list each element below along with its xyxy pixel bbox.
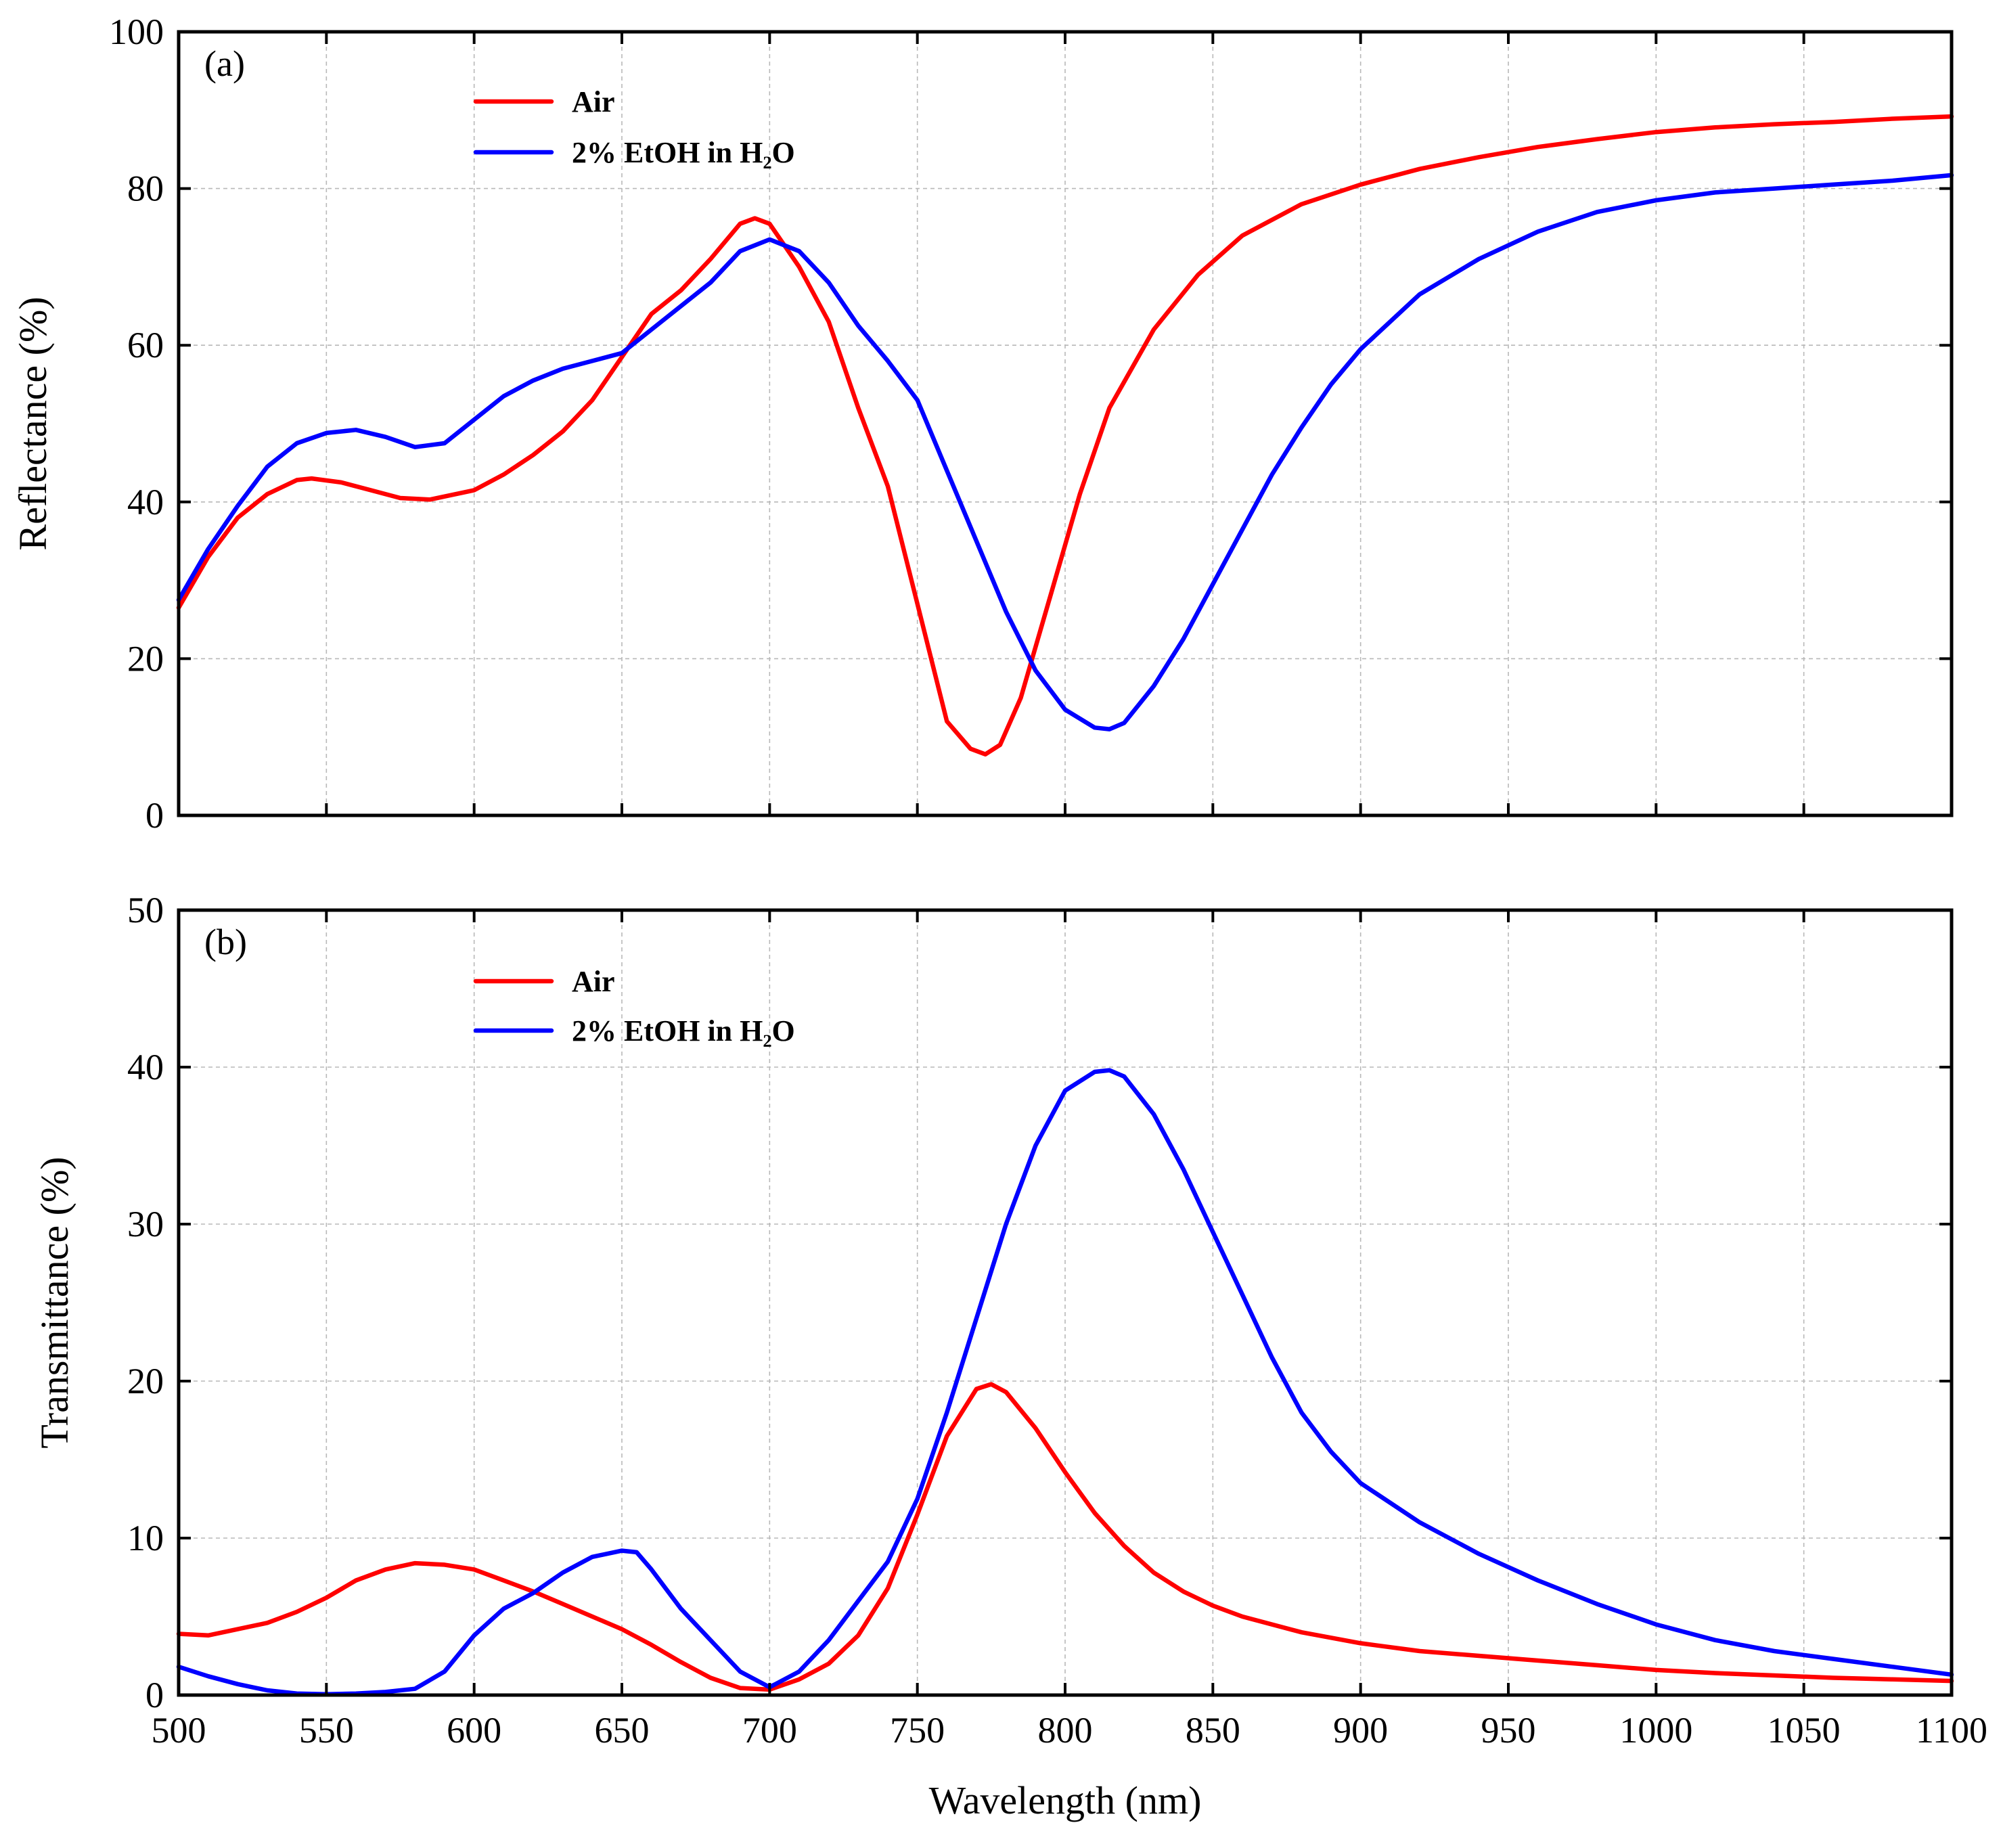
reflectance-series-etoh-line <box>176 173 1954 731</box>
legend-label-etoh: 2% EtOH in H₂O <box>572 1014 795 1047</box>
reflectance-ticks <box>177 30 1953 817</box>
transmittance-legend: Air 2% EtOH in H₂O <box>473 965 795 1047</box>
x-tick-label: 700 <box>742 1710 797 1751</box>
y-tick-label: 20 <box>127 1361 164 1401</box>
y-tick-label: 50 <box>127 890 164 930</box>
transmittance-ticks <box>177 909 1953 1696</box>
legend-label-air: Air <box>572 965 615 998</box>
y-tick-label: 20 <box>127 638 164 679</box>
y-tick-label: 30 <box>127 1204 164 1244</box>
transmittance-series-air-line <box>176 1382 1954 1692</box>
x-tick-label: 900 <box>1333 1710 1388 1751</box>
reflectance-series-air-line <box>176 114 1954 757</box>
reflectance-y-axis-label: Reflectance (%) <box>11 296 55 550</box>
y-tick-label: 40 <box>127 1047 164 1087</box>
transmittance-series <box>176 1068 1954 1697</box>
y-tick-label: 0 <box>145 1675 164 1715</box>
x-tick-label: 650 <box>595 1710 650 1751</box>
x-axis-label: Wavelength (nm) <box>929 1778 1202 1822</box>
legend-label-etoh: 2% EtOH in H₂O <box>572 136 795 169</box>
y-tick-label: 0 <box>145 795 164 836</box>
y-tick-label: 10 <box>127 1518 164 1558</box>
x-tick-label: 800 <box>1038 1710 1093 1751</box>
reflectance-panel: 0 20 40 60 80 100 (a) Air 2% EtOH in H₂O Refl… <box>11 12 1954 836</box>
x-tick-label: 850 <box>1186 1710 1240 1751</box>
reflectance-y-tick-labels: 0 20 40 60 80 100 <box>109 12 164 836</box>
x-tick-label: 600 <box>447 1710 501 1751</box>
x-tick-label: 1050 <box>1768 1710 1841 1751</box>
panel-label-b: (b) <box>204 922 247 962</box>
transmittance-plot-frame <box>177 908 1954 1697</box>
x-tick-label: 750 <box>890 1710 945 1751</box>
transmittance-panel: 500 550 600 650 700 750 800 850 900 950 1000 1050 11… <box>32 890 1987 1822</box>
x-tick-label: 950 <box>1481 1710 1536 1751</box>
panel-label-a: (a) <box>204 43 245 84</box>
y-tick-label: 60 <box>127 325 164 365</box>
y-tick-label: 40 <box>127 482 164 522</box>
y-tick-label: 100 <box>109 12 164 52</box>
reflectance-series <box>176 114 1954 757</box>
y-tick-label: 80 <box>127 168 164 209</box>
x-tick-label: 500 <box>152 1710 206 1751</box>
reflectance-legend: Air 2% EtOH in H₂O <box>473 85 795 169</box>
x-tick-label: 1100 <box>1916 1710 1987 1751</box>
legend-label-air: Air <box>572 85 615 118</box>
x-tick-label: 550 <box>299 1710 354 1751</box>
transmittance-series-etoh-line <box>176 1068 1954 1697</box>
transmittance-x-tick-labels: 500 550 600 650 700 750 800 850 900 950 1000 1050 11… <box>152 1710 1988 1751</box>
transmittance-y-tick-labels: 0 10 20 30 40 50 <box>127 890 164 1715</box>
x-tick-label: 1000 <box>1619 1710 1692 1751</box>
transmittance-y-axis-label: Transmittance (%) <box>32 1156 76 1448</box>
transmittance-grid <box>179 910 1952 1695</box>
reflectance-grid <box>179 32 1952 815</box>
